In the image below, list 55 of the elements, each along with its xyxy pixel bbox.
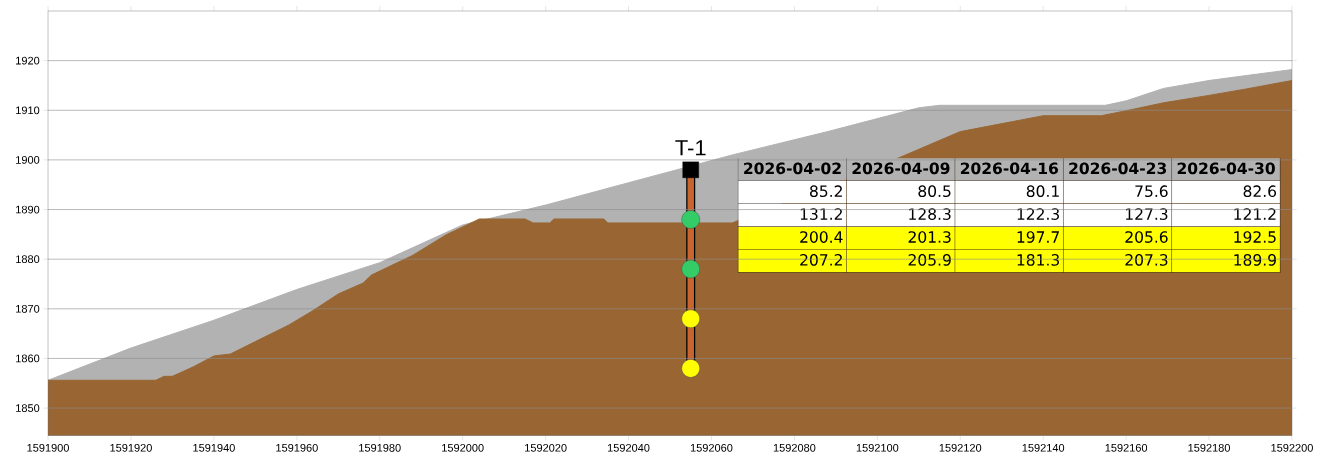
point	[681, 359, 700, 378]
x-tick-label: 1592000	[442, 443, 484, 452]
y-tick-label: 1860	[16, 354, 40, 363]
y-tick-label: 1850	[16, 404, 40, 412]
annotation: 75.6	[1135, 185, 1168, 198]
x-tick-label: 1591940	[193, 443, 235, 452]
point	[682, 161, 699, 179]
point	[681, 309, 700, 328]
point	[681, 259, 700, 279]
annotation: 128.3	[909, 208, 951, 220]
annotation: 131.2	[800, 208, 842, 220]
annotation: 121.2	[1234, 208, 1276, 220]
annotation: 201.3	[908, 231, 951, 243]
annotation: 2026-04-09	[852, 162, 950, 175]
x-tick-label: 1592160	[1105, 443, 1148, 452]
y-tick-label: 1920	[16, 56, 40, 65]
x-tick-label: 1592180	[1188, 443, 1230, 452]
y-tick-label: 1880	[16, 255, 40, 264]
x-tick-label: 1592120	[939, 443, 982, 452]
y-tick-label: 1890	[16, 205, 40, 214]
annotation: 2026-04-30	[1177, 162, 1275, 175]
annotation: 122.3	[1017, 208, 1059, 220]
annotation: 181.3	[1017, 254, 1059, 266]
annotation: 80.5	[918, 185, 951, 198]
annotation: 189.9	[1234, 254, 1276, 266]
annotation: T-1	[675, 140, 706, 156]
annotation: 2026-04-16	[960, 162, 1059, 175]
annotation: 205.6	[1125, 231, 1168, 243]
x-tick-label: 1591980	[359, 443, 401, 452]
annotation: 200.4	[800, 231, 843, 243]
annotation: 2026-04-02	[744, 162, 841, 175]
annotation: 2026-04-23	[1069, 162, 1167, 175]
x-tick-label: 1592020	[525, 443, 567, 452]
annotation: 205.9	[908, 254, 951, 266]
annotation: 80.1	[1026, 185, 1059, 198]
point	[681, 210, 700, 229]
annotation: 207.3	[1125, 254, 1168, 266]
x-tick-label: 1592140	[1022, 443, 1065, 452]
annotation: 85.2	[810, 185, 842, 198]
y-tick-label: 1910	[16, 106, 40, 115]
x-tick-label: 1591960	[276, 443, 318, 452]
x-tick-label: 1592060	[690, 443, 733, 452]
x-tick-label: 1592100	[856, 443, 899, 452]
x-tick-label: 1592040	[607, 443, 650, 452]
x-tick-label: 1592200	[1271, 443, 1313, 452]
x-tick-label: 1592080	[773, 443, 816, 452]
annotation: 192.5	[1234, 231, 1276, 243]
y-tick-label: 1900	[16, 156, 40, 164]
x-tick-label: 1591920	[110, 443, 152, 452]
annotation: 207.2	[800, 254, 842, 266]
annotation: 82.6	[1243, 185, 1277, 198]
x-tick-label: 1591900	[27, 443, 69, 452]
y-tick-label: 1870	[16, 304, 40, 313]
annotation: 197.7	[1017, 231, 1059, 243]
annotation: 127.3	[1125, 208, 1168, 220]
